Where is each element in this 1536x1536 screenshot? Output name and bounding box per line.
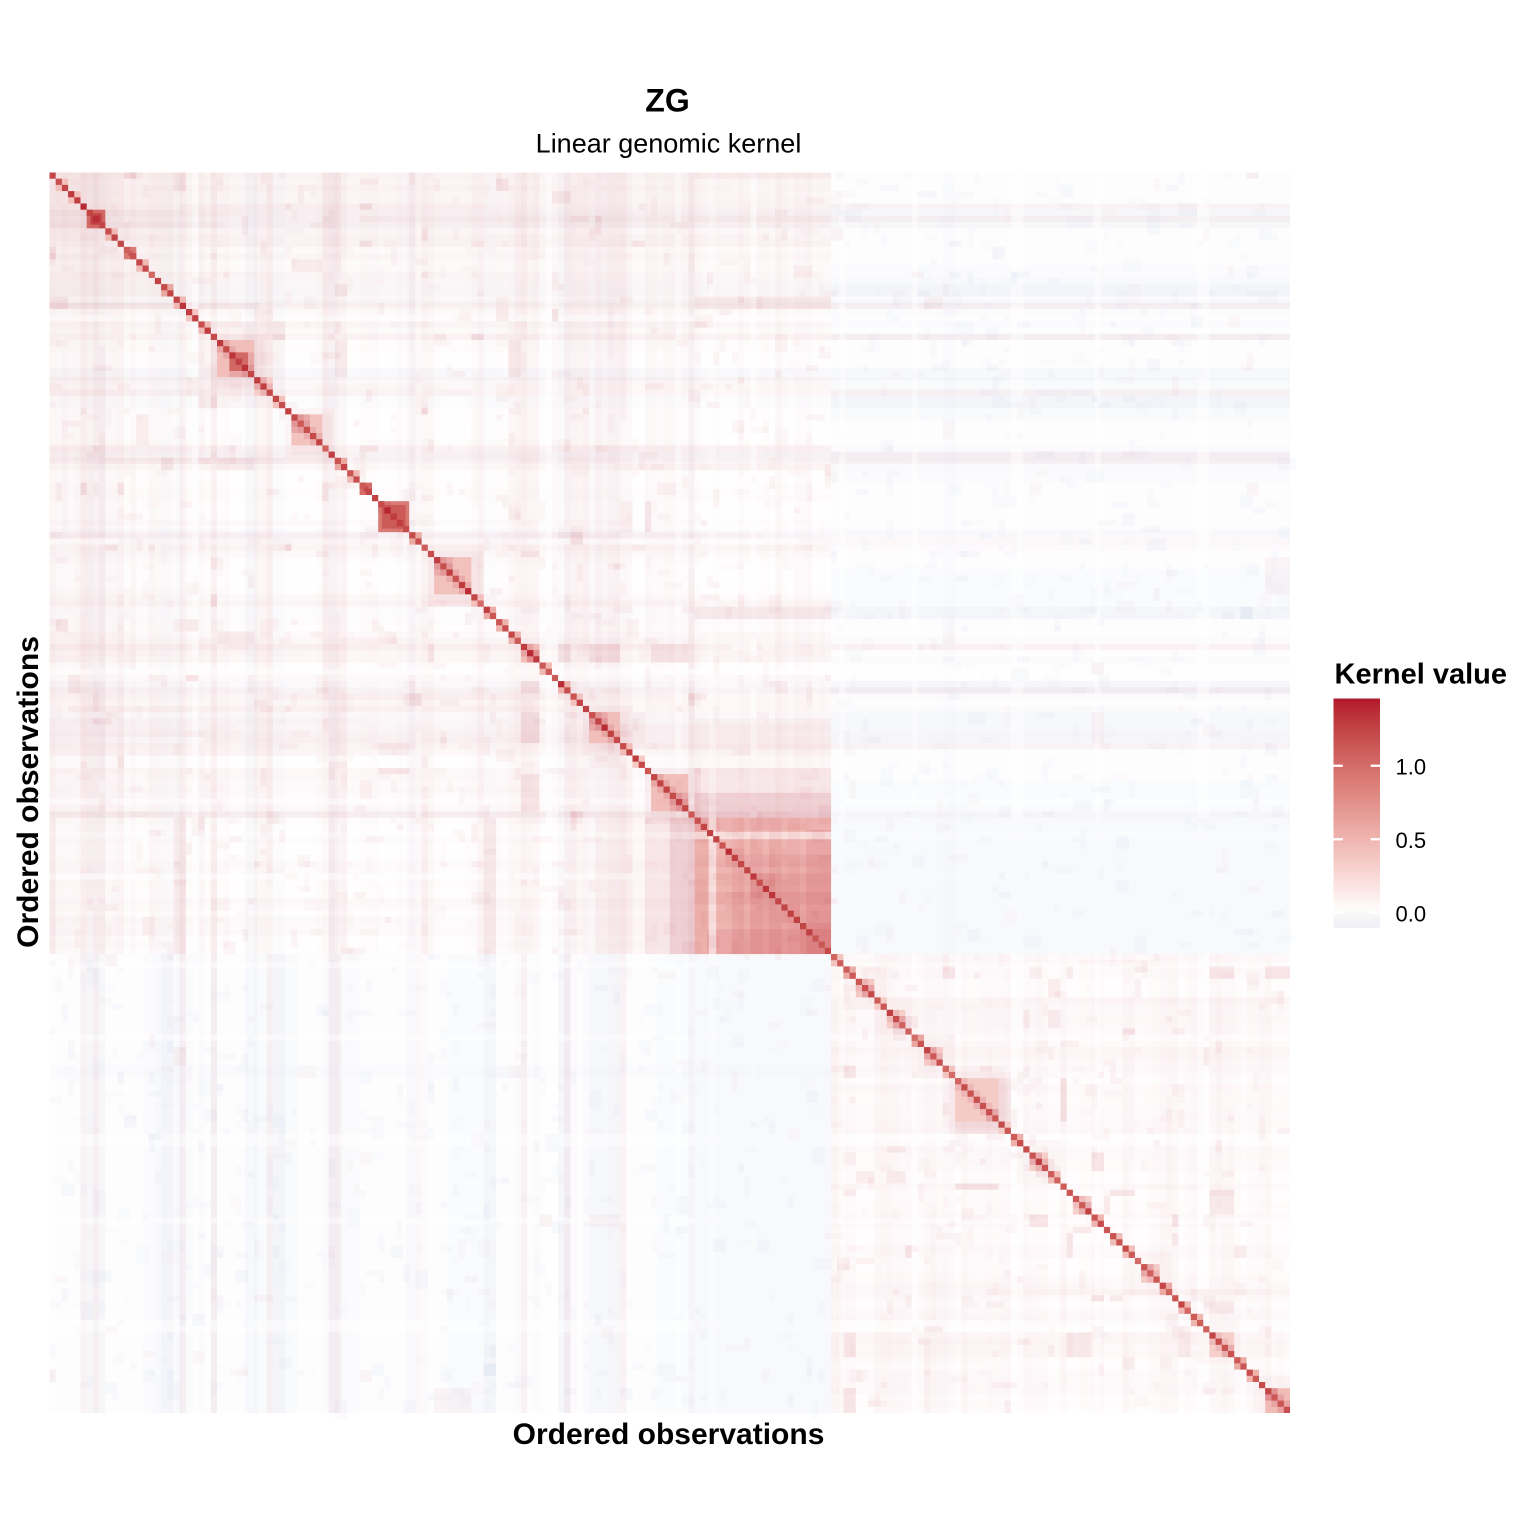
svg-text:Ordered observations: Ordered observations [513, 1418, 825, 1451]
svg-text:ZG: ZG [645, 83, 689, 119]
svg-text:0.0: 0.0 [1396, 901, 1427, 926]
svg-text:1.0: 1.0 [1396, 754, 1427, 779]
svg-text:0.5: 0.5 [1396, 828, 1427, 853]
svg-text:Linear genomic kernel: Linear genomic kernel [536, 129, 802, 159]
svg-text:Ordered observations: Ordered observations [12, 636, 45, 948]
svg-text:Kernel value: Kernel value [1335, 659, 1507, 691]
